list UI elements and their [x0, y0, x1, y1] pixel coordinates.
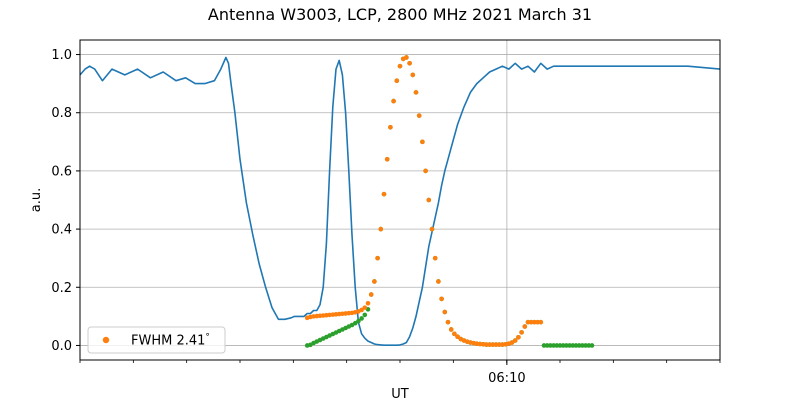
legend-label: FWHM 2.41° — [131, 333, 210, 349]
scatter-point-green — [564, 343, 569, 348]
y-tick-label: 0.4 — [51, 223, 72, 238]
scatter-point-orange — [394, 78, 400, 84]
y-tick-label: 0.6 — [51, 164, 72, 179]
y-axis-label: a.u. — [29, 188, 44, 212]
scatter-point-green — [551, 343, 556, 348]
chart-title: Antenna W3003, LCP, 2800 MHz 2021 March … — [208, 5, 592, 24]
scatter-point-orange — [445, 319, 451, 325]
scatter-point-green — [586, 343, 592, 348]
scatter-point-orange — [496, 342, 502, 347]
scatter-point-orange — [365, 300, 371, 306]
scatter-point-orange — [455, 334, 460, 340]
scatter-point-green — [544, 343, 550, 348]
legend: FWHM 2.41° — [87, 326, 226, 354]
scatter-point-orange — [493, 342, 499, 347]
scatter-point-orange — [381, 191, 387, 197]
scatter-point-green — [576, 343, 582, 348]
scatter-point-orange — [384, 156, 390, 162]
scatter-point-green — [541, 343, 547, 348]
scatter-point-orange — [362, 305, 368, 310]
scatter-point-green — [573, 343, 579, 348]
scatter-point-orange — [368, 292, 374, 297]
scatter-point-orange — [519, 330, 524, 335]
scatter-point-orange — [407, 60, 412, 66]
scatter-point-orange — [378, 226, 384, 232]
scatter-point-orange — [532, 319, 537, 325]
scatter-point-orange — [413, 90, 419, 95]
y-axis: 0.0 0.2 0.4 0.6 0.8 1.0 — [51, 48, 80, 354]
scatter-point-orange — [439, 296, 444, 302]
y-tick-label: 0.0 — [51, 339, 72, 354]
scatter-point-orange — [436, 279, 441, 284]
scatter-point-orange — [420, 139, 425, 145]
scatter-point-orange — [372, 279, 377, 284]
scatter-point-orange — [538, 319, 544, 325]
scatter-point-orange — [359, 307, 364, 313]
scatter-point-orange — [512, 338, 518, 343]
scatter-point-orange — [426, 197, 432, 203]
scatter-point-orange — [416, 113, 422, 118]
legend-box — [87, 326, 226, 354]
scatter-point-green — [580, 343, 585, 348]
scatter-point-green — [356, 318, 361, 324]
scatter-point-green — [359, 316, 364, 321]
scatter-point-orange — [432, 255, 438, 261]
scatter-point-orange — [429, 226, 435, 232]
x-tick-label: 06:10 — [488, 371, 525, 386]
scatter-point-orange — [490, 342, 496, 347]
scatter-point-green — [589, 343, 595, 348]
scatter-point-orange — [535, 319, 540, 325]
scatter-point-green — [548, 343, 553, 348]
scatter-point-orange — [404, 55, 409, 60]
y-tick-label: 1.0 — [51, 48, 72, 63]
scatter-point-green — [570, 343, 576, 348]
scatter-point-green — [567, 343, 572, 348]
scatter-point-green — [583, 343, 588, 348]
legend-marker — [102, 336, 110, 344]
scatter-point-orange — [442, 309, 448, 315]
scatter-point-green — [554, 343, 560, 348]
scatter-point-green — [362, 312, 368, 318]
series-line — [79, 56, 721, 346]
plot-area — [79, 55, 721, 348]
y-tick-label: 0.8 — [51, 106, 72, 121]
scatter-point-orange — [525, 319, 531, 325]
scatter-point-orange — [423, 168, 428, 174]
scatter-point-orange — [397, 63, 403, 69]
scatter-point-orange — [448, 327, 454, 332]
scatter-point-orange — [528, 319, 534, 325]
scatter-point-orange — [410, 72, 416, 78]
scatter-point-green — [560, 343, 566, 348]
scatter-point-orange — [516, 335, 521, 340]
y-tick-label: 0.2 — [51, 281, 72, 296]
x-axis-label: UT — [391, 387, 409, 400]
plot-frame — [79, 39, 721, 361]
scatter-point-orange — [452, 331, 457, 337]
scatter-point-orange — [375, 255, 380, 261]
scatter-point-orange — [391, 98, 396, 104]
scatter-point-orange — [388, 124, 393, 130]
scatter-point-orange — [522, 324, 528, 329]
scatter-point-orange — [484, 342, 489, 347]
scatter-point-orange — [487, 342, 492, 347]
scatter-point-green — [557, 343, 563, 348]
